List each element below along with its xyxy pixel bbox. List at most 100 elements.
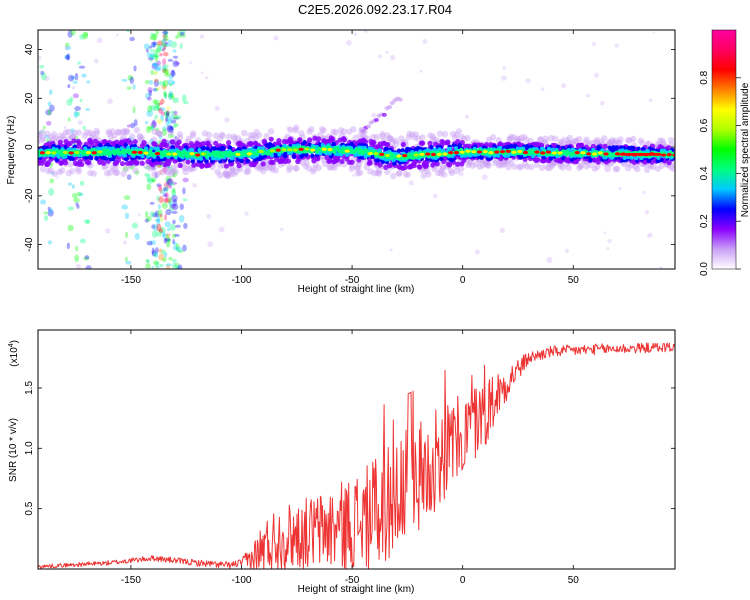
spectrogram-ridge-cell	[239, 158, 244, 163]
spectrogram-peak-cell	[200, 152, 207, 156]
spectrogram-ridge-cell	[472, 160, 480, 168]
spectrogram-noise-cell	[49, 178, 55, 184]
spectrogram-ridge-cell	[345, 128, 353, 135]
spectrogram-peak-cell	[195, 153, 201, 157]
spectrogram-noise-cell	[47, 240, 53, 245]
spectrogram-ridge-cell	[458, 133, 465, 141]
spectrogram-noise-cell	[164, 117, 169, 123]
spectrogram-noise-cell	[353, 32, 358, 37]
spectrogram-noise-cell	[66, 98, 73, 106]
spectrogram-noise-cell	[166, 110, 170, 116]
spectrogram-noise-cell	[83, 219, 90, 224]
spectrogram-noise-cell	[177, 249, 184, 253]
spectrogram-noise-cell	[38, 56, 42, 60]
spectrogram-noise-cell	[157, 204, 161, 210]
spectrogram-ridge-cell	[453, 167, 461, 175]
spectrogram-ridge-cell	[255, 163, 263, 170]
spectrogram-peak-cell	[62, 150, 69, 155]
spectrogram-noise-cell	[182, 244, 187, 252]
spectrogram-ridge-cell	[571, 138, 579, 145]
spectrogram-noise-cell	[155, 265, 160, 269]
spectrogram-ridge-cell	[654, 165, 662, 172]
spectrogram-noise-cell	[156, 43, 161, 48]
spectrogram-noise-cell	[170, 69, 176, 78]
spectrogram-peak-cell	[235, 152, 241, 157]
spectrogram-ridge-cell	[362, 139, 369, 145]
spectrogram-ridge-cell	[330, 136, 336, 142]
spectrogram-ridge-cell	[612, 165, 619, 173]
spectrogram-noise-cell	[159, 263, 164, 268]
spectrogram-noise-cell	[162, 231, 166, 238]
spectrogram-ridge-cell	[123, 128, 131, 135]
spectrogram-ridge-cell	[617, 136, 624, 143]
spectrogram-noise-cell	[177, 264, 183, 269]
spectrogram-ridge-cell	[379, 130, 386, 138]
spectrogram-ridge-cell	[38, 129, 46, 136]
y-tick-label: 40	[24, 44, 35, 56]
spectrogram-noise-cell	[67, 182, 73, 186]
spectrogram-ridge-cell	[71, 138, 77, 144]
spectrogram-ridge-cell	[115, 128, 122, 136]
spectrogram-ridge-cell	[358, 126, 365, 134]
spectrogram-ridge-cell	[411, 163, 417, 169]
spectrogram-noise-cell	[171, 188, 177, 197]
spectrogram-noise-cell	[45, 138, 52, 142]
spectrogram-ridge-cell	[377, 162, 383, 168]
spectrogram-peak-cell	[402, 153, 408, 158]
spectrogram-ridge-cell	[455, 128, 463, 135]
spectrogram-ridge-cell	[148, 149, 153, 153]
spectrogram-ridge-cell	[348, 165, 355, 172]
spectrogram-noise-cell	[224, 117, 230, 123]
spectrogram-noise-cell	[371, 112, 377, 118]
spectrogram-ridge-cell	[607, 140, 614, 147]
spectrogram-noise-cell	[652, 31, 655, 34]
spectrogram-noise-cell	[50, 171, 56, 175]
spectrogram-ridge-cell	[666, 145, 672, 151]
spectrogram-ridge-cell	[252, 134, 260, 141]
spectrogram-noise-cell	[408, 180, 415, 186]
spectrogram-peak-cell	[540, 151, 546, 155]
spectrogram-noise-cell	[177, 31, 182, 38]
spectrogram-noise-cell	[377, 54, 382, 59]
spectrogram-noise-cell	[151, 224, 156, 229]
spectrogram-noise-cell	[163, 90, 167, 97]
spectrogram-ridge-cell	[602, 143, 608, 149]
spectrogram-noise-cell	[165, 120, 170, 127]
spectrogram-noise-cell	[151, 230, 158, 238]
spectrogram-ridge-cell	[516, 164, 523, 171]
spectrogram-noise-cell	[165, 114, 168, 122]
spectrogram-peak-cell	[666, 153, 672, 157]
spectrogram-noise-cell	[154, 88, 159, 92]
spectrogram-ridge-cell	[169, 168, 177, 175]
spectrogram-ridge-cell	[412, 131, 419, 138]
spectrogram-ridge-cell	[49, 136, 57, 143]
spectrogram-noise-cell	[147, 105, 153, 113]
spectrogram-ridge-cell	[318, 151, 323, 156]
spectrogram-noise-cell	[163, 181, 171, 189]
spectrogram-peak-cell	[39, 151, 46, 155]
spectrogram-noise-cell	[167, 79, 175, 86]
spectrogram-ridge-cell	[507, 135, 514, 143]
spectrogram-noise-cell	[154, 253, 158, 258]
spectrogram-ridge-cell	[415, 135, 422, 142]
spectrogram-noise-cell	[74, 111, 81, 117]
spectrogram-feature-cell	[365, 124, 371, 129]
spectrogram-ridge-cell	[359, 132, 367, 139]
spectrogram-noise-cell	[174, 262, 180, 269]
spectrogram-noise-cell	[168, 257, 173, 261]
spectrogram-noise-cell	[47, 101, 52, 107]
spectrogram-ridge-cell	[65, 128, 72, 136]
spectrogram-noise-cell	[170, 203, 176, 209]
spectrogram-ridge-cell	[124, 156, 129, 162]
spectrogram-noise-cell	[155, 55, 159, 63]
spectrogram-noise-cell	[121, 204, 128, 210]
spectrogram-ridge-cell	[560, 156, 566, 161]
spectrogram-ridge-cell	[54, 157, 59, 163]
spectrogram-peak-cell	[511, 150, 517, 154]
spectrogram-noise-cell	[150, 69, 154, 76]
spectrogram-noise-cell	[147, 87, 153, 93]
spectrogram-ridge-cell	[113, 151, 117, 156]
spectrogram-ridge-cell	[424, 159, 430, 165]
spectrogram-ridge-cell	[212, 132, 220, 139]
spectrogram-ridge-cell	[119, 161, 126, 167]
